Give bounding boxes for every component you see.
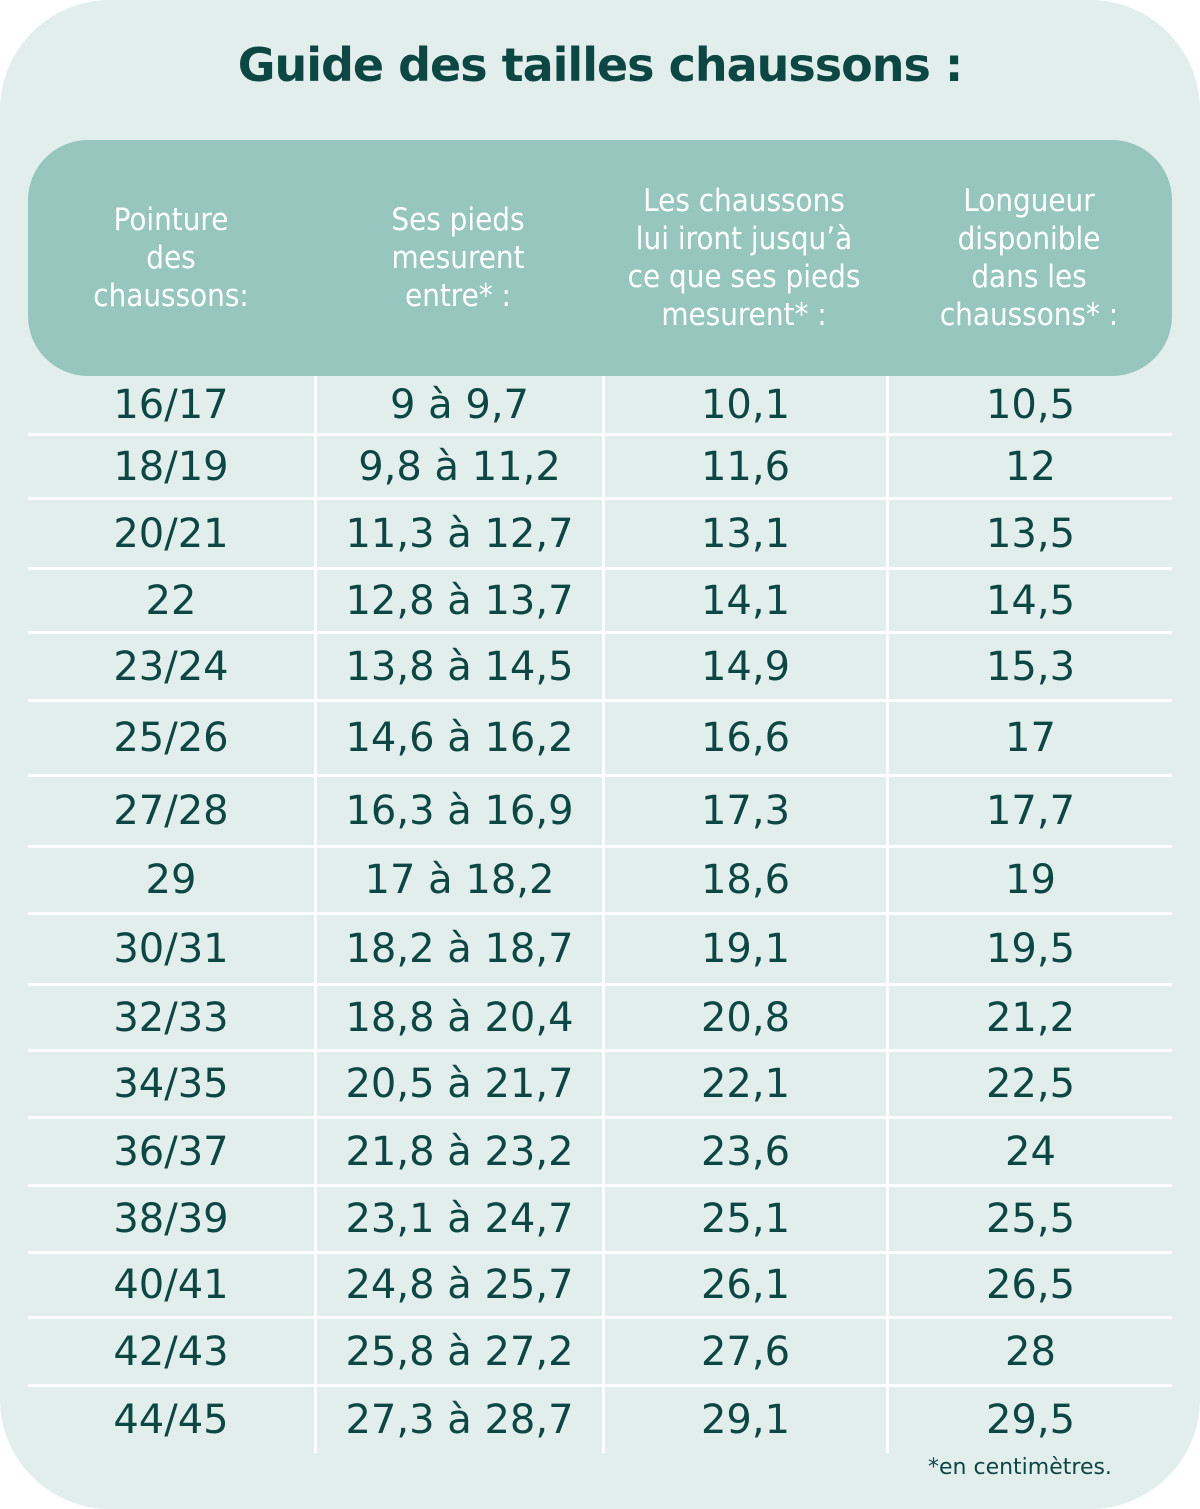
cell-shoe-size: 22	[145, 577, 197, 624]
cell-fits-until: 27,6	[602, 1319, 886, 1384]
cell-shoe-size: 18/19	[113, 443, 229, 490]
page-title: Guide des tailles chaussons :	[237, 38, 964, 92]
cell-inner-length: 26,5	[886, 1254, 1172, 1316]
cell-foot-range: 24,8 à 25,7	[314, 1254, 602, 1316]
table-row: 27/28 16,3 à 16,9 17,3 17,7	[28, 777, 1172, 848]
cell-shoe-size: 40/41	[113, 1262, 229, 1308]
cell-fits-until: 10,1	[602, 376, 886, 433]
cell-fits-until: 18,6	[602, 848, 886, 912]
cell-foot-range: 18,2 à 18,7	[314, 915, 602, 983]
cell-shoe-size: 30/31	[113, 926, 229, 972]
cell-foot-range: 21,8 à 23,2	[314, 1119, 602, 1184]
cell-shoe-size: 20/21	[113, 510, 229, 557]
cell-shoe-size: 34/35	[113, 1061, 229, 1107]
cell-foot-range: 13,8 à 14,5	[314, 634, 602, 699]
cell-foot-range: 20,5 à 21,7	[314, 1052, 602, 1116]
cell-shoe-size: 23/24	[113, 643, 229, 690]
cell-inner-length: 22,5	[886, 1052, 1172, 1116]
cell-foot-range: 25,8 à 27,2	[314, 1319, 602, 1384]
cell-shoe-size: 25/26	[113, 715, 229, 761]
cell-fits-until: 17,3	[602, 777, 886, 845]
cell-fits-until: 16,6	[602, 702, 886, 774]
cell-inner-length: 17,7	[886, 777, 1172, 845]
table-row: 20/21 11,3 à 12,7 13,1 13,5	[28, 500, 1172, 570]
cell-inner-length: 13,5	[886, 500, 1172, 567]
table-row: 16/17 9 à 9,7 10,1 10,5	[28, 376, 1172, 436]
cell-fits-until: 11,6	[602, 436, 886, 497]
cell-foot-range: 18,8 à 20,4	[314, 986, 602, 1049]
header-shoe-size: Pointure des chaussons:	[93, 202, 249, 314]
cell-foot-range: 9,8 à 11,2	[314, 436, 602, 497]
table-row: 44/45 27,3 à 28,7 29,1 29,5	[28, 1387, 1172, 1453]
cell-fits-until: 13,1	[602, 500, 886, 567]
cell-fits-until: 14,1	[602, 570, 886, 631]
table-row: 22 12,8 à 13,7 14,1 14,5	[28, 570, 1172, 634]
table-body: 16/17 9 à 9,7 10,1 10,5 18/19 9,8 à 11,2 11,6 1…	[28, 376, 1172, 1453]
table-header: Pointure des chaussons: Ses pieds mesure…	[28, 140, 1172, 376]
cell-shoe-size: 42/43	[113, 1328, 229, 1375]
table-row: 30/31 18,2 à 18,7 19,1 19,5	[28, 915, 1172, 986]
cell-fits-until: 20,8	[602, 986, 886, 1049]
cell-shoe-size: 16/17	[113, 381, 229, 428]
cell-fits-until: 25,1	[602, 1187, 886, 1251]
cell-shoe-size: 27/28	[113, 788, 229, 834]
cell-shoe-size: 44/45	[113, 1397, 229, 1443]
cell-foot-range: 12,8 à 13,7	[314, 570, 602, 631]
cell-foot-range: 23,1 à 24,7	[314, 1187, 602, 1251]
cell-inner-length: 14,5	[886, 570, 1172, 631]
cell-inner-length: 21,2	[886, 986, 1172, 1049]
table-row: 42/43 25,8 à 27,2 27,6 28	[28, 1319, 1172, 1387]
table-row: 25/26 14,6 à 16,2 16,6 17	[28, 702, 1172, 777]
cell-inner-length: 12	[886, 436, 1172, 497]
cell-inner-length: 28	[886, 1319, 1172, 1384]
cell-fits-until: 23,6	[602, 1119, 886, 1184]
cell-fits-until: 19,1	[602, 915, 886, 983]
cell-foot-range: 9 à 9,7	[314, 376, 602, 433]
cell-shoe-size: 36/37	[113, 1128, 229, 1175]
table-row: 34/35 20,5 à 21,7 22,1 22,5	[28, 1052, 1172, 1119]
footnote: *en centimètres.	[928, 1455, 1112, 1480]
cell-inner-length: 25,5	[886, 1187, 1172, 1251]
cell-fits-until: 26,1	[602, 1254, 886, 1316]
header-fits-until: Les chaussons lui iront jusqu’à ce que s…	[627, 183, 861, 333]
cell-inner-length: 17	[886, 702, 1172, 774]
table-row: 40/41 24,8 à 25,7 26,1 26,5	[28, 1254, 1172, 1319]
cell-inner-length: 24	[886, 1119, 1172, 1184]
cell-foot-range: 14,6 à 16,2	[314, 702, 602, 774]
cell-foot-range: 16,3 à 16,9	[314, 777, 602, 845]
cell-shoe-size: 38/39	[113, 1196, 229, 1242]
table-row: 38/39 23,1 à 24,7 25,1 25,5	[28, 1187, 1172, 1254]
cell-inner-length: 15,3	[886, 634, 1172, 699]
cell-fits-until: 29,1	[602, 1387, 886, 1453]
cell-shoe-size: 32/33	[113, 994, 229, 1041]
table-row: 32/33 18,8 à 20,4 20,8 21,2	[28, 986, 1172, 1052]
cell-inner-length: 19	[886, 848, 1172, 912]
cell-fits-until: 22,1	[602, 1052, 886, 1116]
cell-inner-length: 19,5	[886, 915, 1172, 983]
header-inner-length: Longueur disponible dans les chaussons* …	[939, 183, 1119, 333]
cell-fits-until: 14,9	[602, 634, 886, 699]
header-foot-range: Ses pieds mesurent entre* :	[391, 202, 525, 314]
cell-shoe-size: 29	[145, 857, 197, 903]
table-row: 36/37 21,8 à 23,2 23,6 24	[28, 1119, 1172, 1187]
cell-foot-range: 11,3 à 12,7	[314, 500, 602, 567]
table-row: 18/19 9,8 à 11,2 11,6 12	[28, 436, 1172, 500]
cell-inner-length: 29,5	[886, 1387, 1172, 1453]
cell-foot-range: 27,3 à 28,7	[314, 1387, 602, 1453]
cell-foot-range: 17 à 18,2	[314, 848, 602, 912]
cell-inner-length: 10,5	[886, 376, 1172, 433]
table-row: 29 17 à 18,2 18,6 19	[28, 848, 1172, 915]
table-row: 23/24 13,8 à 14,5 14,9 15,3	[28, 634, 1172, 702]
